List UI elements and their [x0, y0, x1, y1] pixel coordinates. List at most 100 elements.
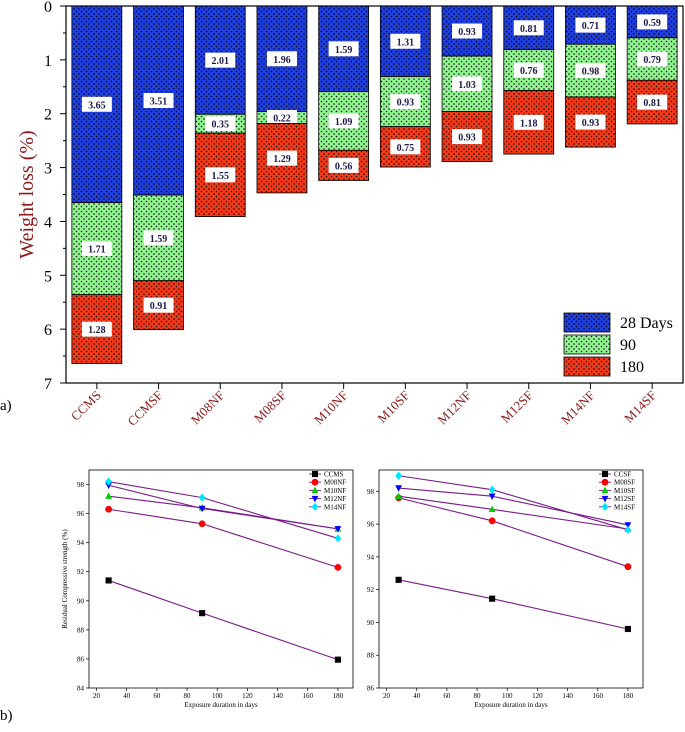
weight-loss-bar-chart: 0 1 2 3 4 5 6 7 Weight loss (%) 3.65 1.71 1.28 CCMS 3…: [16, 0, 684, 429]
data-label: 1.59: [150, 234, 168, 245]
x-tick-label: 100: [212, 692, 223, 700]
data-label-box: [575, 17, 606, 33]
marker-circle: [105, 505, 113, 513]
y-tick-label: 92: [367, 586, 375, 594]
y-tick-label: 1: [44, 53, 52, 70]
data-label: 1.71: [88, 245, 106, 256]
series-line: [398, 475, 629, 531]
data-label: 0.75: [397, 143, 415, 154]
data-label-box: [513, 62, 544, 78]
x-tick-label: 80: [184, 692, 192, 700]
data-label: 0.71: [582, 21, 600, 32]
panel-b-label: b): [0, 708, 13, 724]
data-label: 0.93: [397, 98, 415, 109]
data-label: 3.65: [88, 100, 106, 111]
data-label-box: [328, 157, 359, 173]
y-tick-label: 4: [44, 214, 52, 231]
data-label-box: [81, 241, 112, 257]
x-tick-label: 80: [474, 692, 482, 700]
data-label-box: [143, 230, 174, 246]
x-tick-label: M14SF: [621, 388, 659, 426]
data-label-box: [328, 41, 359, 57]
marker-diamond: [311, 502, 319, 511]
legend-label: M14SF: [614, 503, 635, 511]
x-tick-label: 100: [502, 692, 513, 700]
data-label: 1.59: [335, 45, 353, 56]
marker-diamond: [395, 471, 403, 480]
data-label-box: [452, 76, 483, 92]
legend-label: CCSF: [614, 471, 631, 479]
marker-circle: [311, 478, 319, 486]
y-tick-label: 90: [367, 619, 375, 627]
marker-square: [199, 610, 206, 617]
x-tick-label: M10SF: [374, 388, 412, 426]
data-label-box: [205, 116, 236, 132]
x-tick-label: 60: [153, 692, 161, 700]
marker-diamond: [334, 534, 342, 543]
y-tick-label: 3: [44, 161, 52, 178]
data-label-box: [266, 51, 297, 67]
data-label: 0.76: [520, 66, 538, 77]
x-tick-label: CCMSF: [124, 388, 165, 429]
marker-triangle-down: [488, 493, 496, 500]
x-axis-title: Exposure duration in days: [474, 701, 548, 709]
marker-circle: [488, 517, 496, 525]
data-label: 2.01: [212, 56, 230, 67]
data-label-box: [266, 150, 297, 166]
series-line: [398, 497, 629, 568]
legend-swatch-pattern: [564, 335, 610, 354]
legend-label: M08NF: [324, 479, 346, 487]
y-tick-label: 98: [367, 488, 375, 496]
legend-label: M10SF: [614, 487, 635, 495]
marker-circle: [601, 478, 609, 486]
marker-square: [489, 595, 496, 602]
marker-square: [334, 656, 341, 663]
marker-circle: [198, 520, 206, 528]
y-tick-label: 88: [77, 626, 85, 634]
legend-label: 180: [620, 359, 644, 376]
legend-swatch-pattern: [564, 313, 610, 332]
x-tick-label: 40: [413, 692, 421, 700]
data-label: 0.35: [212, 120, 230, 131]
data-label: 1.28: [88, 325, 106, 336]
y-tick-label: 86: [367, 685, 375, 693]
residual-strength-nf-chart: 20 40 60 80 100 120 140 160 180 84 86 88 90 92 94 96 98 E…: [61, 469, 354, 709]
legend-label: M14NF: [324, 503, 346, 511]
series-line: [108, 484, 338, 530]
data-label-box: [513, 20, 544, 36]
x-tick-label: 60: [443, 692, 451, 700]
data-label-box: [637, 51, 668, 67]
data-label: 1.18: [520, 118, 538, 129]
data-label: 0.93: [458, 27, 476, 38]
x-tick-label: 160: [592, 692, 603, 700]
x-tick-label: 160: [302, 692, 313, 700]
data-label: 1.31: [397, 37, 415, 48]
data-label: 1.96: [273, 55, 291, 66]
data-label-box: [81, 96, 112, 112]
data-label-box: [266, 109, 297, 125]
data-label-box: [452, 23, 483, 39]
legend-label: M10NF: [324, 487, 346, 495]
data-label-box: [637, 14, 668, 30]
legend-label: 90: [620, 337, 636, 354]
data-label-box: [452, 129, 483, 145]
marker-diamond: [624, 525, 632, 534]
marker-triangle-up: [488, 505, 496, 513]
residual-strength-sf-chart: 20 40 60 80 100 120 140 160 180 86 88 90 92 94 96 98 Exp…: [367, 469, 644, 709]
marker-triangle-up: [601, 486, 609, 494]
legend-label: M12NF: [324, 495, 346, 503]
marker-triangle-down: [311, 495, 319, 503]
legend-label: CCMS: [324, 471, 344, 479]
series-line: [108, 481, 339, 539]
data-label-box: [637, 94, 668, 110]
marker-triangle-up: [105, 492, 113, 499]
y-tick-label: 7: [44, 376, 52, 393]
data-label: 0.56: [335, 161, 353, 172]
series-line: [108, 508, 339, 568]
data-label-box: [390, 139, 421, 155]
marker-square: [624, 625, 631, 633]
marker-circle: [334, 563, 342, 571]
data-label-box: [143, 93, 174, 109]
y-tick-label: 86: [77, 655, 85, 663]
